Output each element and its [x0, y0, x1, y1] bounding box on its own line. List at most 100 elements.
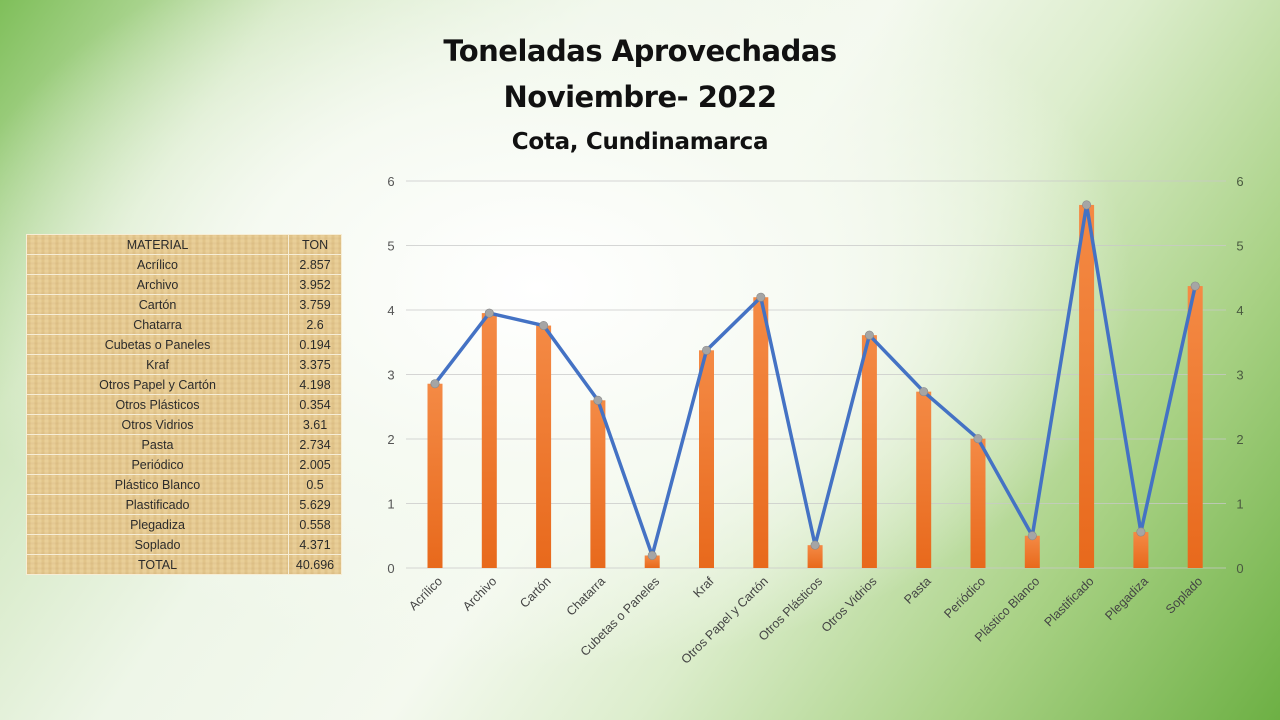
line-point: [756, 292, 766, 302]
table-row: Otros Vidrios 3.61: [25, 414, 342, 435]
table-row: Plastificado 5.629: [25, 494, 342, 515]
line-point: [1082, 200, 1092, 210]
y-tick-right: 1: [1236, 497, 1243, 512]
x-tick-label: Plegadiza: [1102, 574, 1151, 623]
y-axis-right: 0 1 2 3 4 5 6: [1236, 174, 1243, 576]
bar: [590, 400, 606, 568]
y-tick-right: 6: [1236, 174, 1243, 189]
y-tick-right: 4: [1236, 303, 1243, 318]
material-cell: Kraf: [25, 354, 290, 375]
table-row: Otros Plásticos 0.354: [25, 394, 342, 415]
table-row: Acrílico 2.857: [25, 254, 342, 275]
table-row: Cartón 3.759: [25, 294, 342, 315]
material-cell: Otros Plásticos: [25, 394, 290, 415]
ton-cell: 0.354: [288, 394, 342, 415]
y-tick-left: 5: [387, 239, 394, 254]
y-tick-left: 1: [387, 497, 394, 512]
bar: [753, 297, 769, 568]
bar: [861, 335, 877, 568]
bar: [1079, 204, 1095, 568]
ton-cell: 2.734: [288, 434, 342, 455]
table-row: Cubetas o Paneles 0.194: [25, 334, 342, 355]
line-point: [593, 395, 603, 405]
y-tick-left: 2: [387, 432, 394, 447]
table-row: Pasta 2.734: [25, 434, 342, 455]
ton-cell: 4.198: [288, 374, 342, 395]
chart-subtitle-location: Cota, Cundinamarca: [511, 129, 769, 155]
line-point: [484, 308, 494, 318]
line-point: [919, 387, 929, 397]
table-row: Periódico 2.005: [25, 454, 342, 475]
y-tick-right: 3: [1236, 368, 1243, 383]
bar: [1133, 532, 1149, 568]
table-row: Kraf 3.375: [25, 354, 342, 375]
material-cell: Pasta: [25, 434, 290, 455]
materials-table: MATERIAL TON Acrílico 2.857 Archivo 3.952 Ca…: [25, 234, 342, 575]
bar: [970, 438, 986, 568]
y-tick-left: 3: [387, 368, 394, 383]
ton-cell: 2.857: [288, 254, 342, 275]
x-tick-label: Pasta: [901, 574, 934, 607]
header-ton: TON: [288, 234, 342, 255]
x-tick-label: Acrílico: [406, 574, 445, 613]
bar: [644, 555, 660, 568]
x-tick-label: Plastificado: [1042, 574, 1097, 629]
x-tick-label: Chatarra: [564, 574, 608, 618]
bar-series: [427, 204, 1203, 568]
material-cell: Plastificado: [25, 494, 290, 515]
y-tick-right: 5: [1236, 239, 1243, 254]
chart-title: Toneladas Aprovechadas: [443, 34, 837, 68]
header-material: MATERIAL: [25, 234, 290, 255]
y-tick-right: 2: [1236, 432, 1243, 447]
bar: [427, 383, 443, 568]
material-cell: Cubetas o Paneles: [25, 334, 290, 355]
material-cell: Archivo: [25, 274, 290, 295]
material-cell: Otros Papel y Cartón: [25, 374, 290, 395]
gridlines: [406, 180, 1226, 569]
line-point: [1027, 531, 1037, 541]
line-point: [864, 330, 874, 340]
bar: [1024, 535, 1040, 568]
line-point: [1190, 281, 1200, 291]
y-axis-left: 0 1 2 3 4 5 6: [387, 174, 394, 576]
table-row: Plegadiza 0.558: [25, 514, 342, 535]
total-label: TOTAL: [25, 554, 290, 575]
material-cell: Otros Vidrios: [25, 414, 290, 435]
x-tick-label: Cartón: [517, 574, 553, 610]
table-row: Archivo 3.952: [25, 274, 342, 295]
x-tick-label: Soplado: [1163, 574, 1205, 616]
ton-cell: 0.194: [288, 334, 342, 355]
ton-cell: 3.375: [288, 354, 342, 375]
line-point: [973, 434, 983, 444]
line-point: [430, 379, 440, 389]
total-value: 40.696: [288, 554, 342, 575]
line-point: [701, 345, 711, 355]
line-point: [1136, 527, 1146, 537]
material-cell: Periódico: [25, 454, 290, 475]
bar: [699, 350, 714, 568]
line-markers: [430, 200, 1200, 560]
ton-cell: 4.371: [288, 534, 342, 555]
material-cell: Acrílico: [25, 254, 290, 275]
y-tick-right: 0: [1236, 561, 1243, 576]
y-tick-left: 0: [387, 561, 394, 576]
x-tick-label: Periódico: [941, 574, 988, 621]
bar: [807, 545, 823, 568]
bar: [916, 391, 932, 568]
ton-cell: 3.61: [288, 414, 342, 435]
x-tick-label: Kraf: [691, 574, 717, 600]
x-tick-label: Archivo: [460, 574, 499, 613]
line-point: [539, 321, 549, 331]
chart-subtitle-date: Noviembre- 2022: [503, 80, 778, 114]
table-total-row: TOTAL 40.696: [25, 554, 342, 575]
line-point: [647, 550, 657, 560]
y-tick-left: 6: [387, 174, 394, 189]
table-row: Otros Papel y Cartón 4.198: [25, 374, 342, 395]
ton-cell: 3.952: [288, 274, 342, 295]
ton-cell: 2.005: [288, 454, 342, 475]
x-tick-label: Otros Vidrios: [819, 574, 880, 635]
bar: [536, 325, 552, 568]
line-point: [810, 540, 820, 550]
